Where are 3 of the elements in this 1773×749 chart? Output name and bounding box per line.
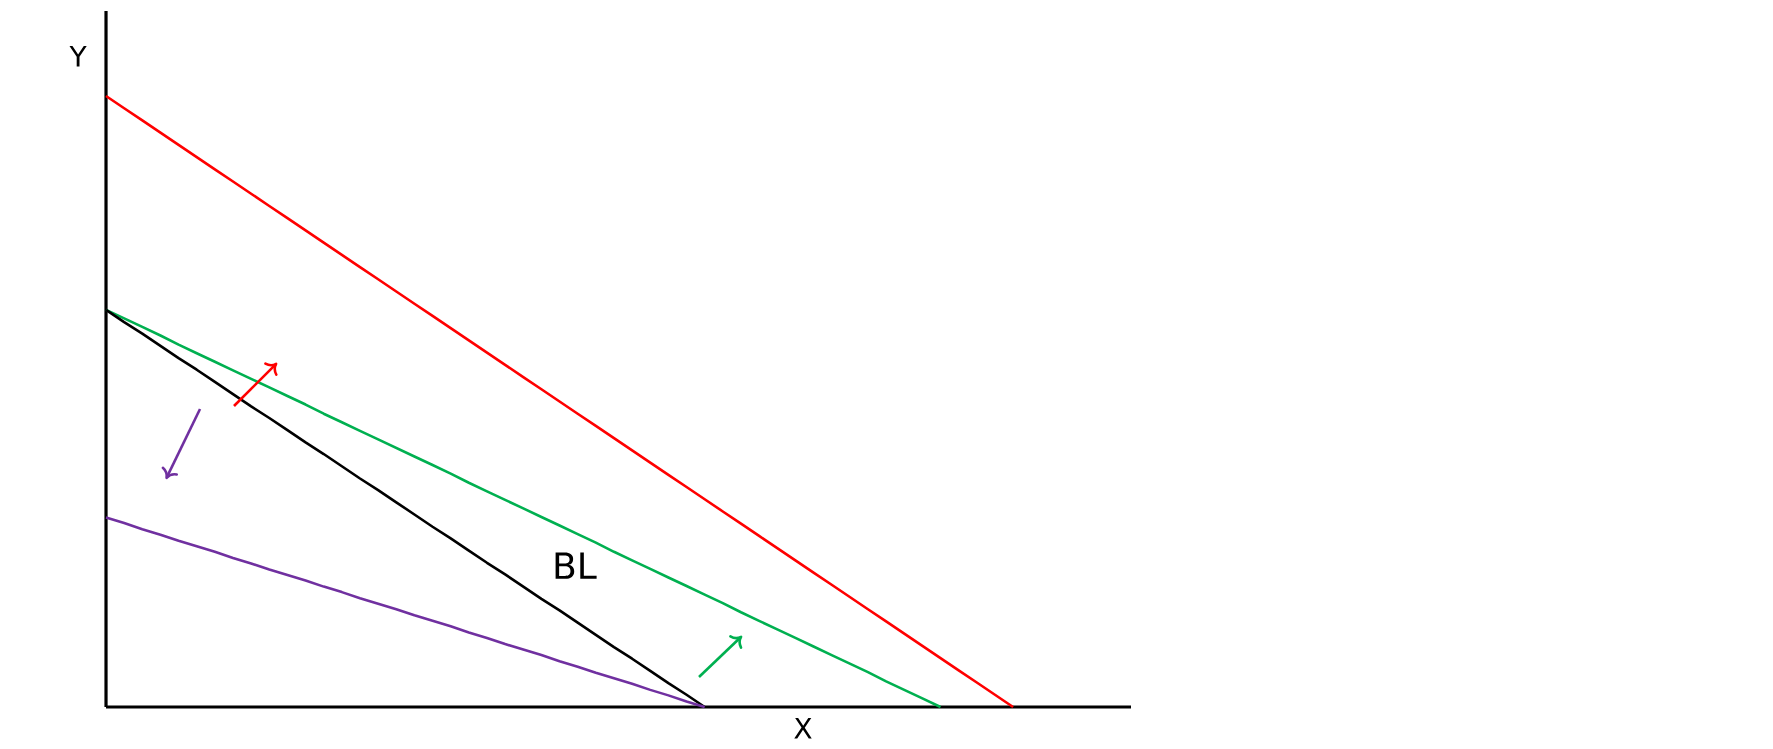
y-axis-title: Y xyxy=(69,46,87,67)
annotation: BL xyxy=(555,552,597,579)
x-axis-title: X xyxy=(794,718,812,739)
